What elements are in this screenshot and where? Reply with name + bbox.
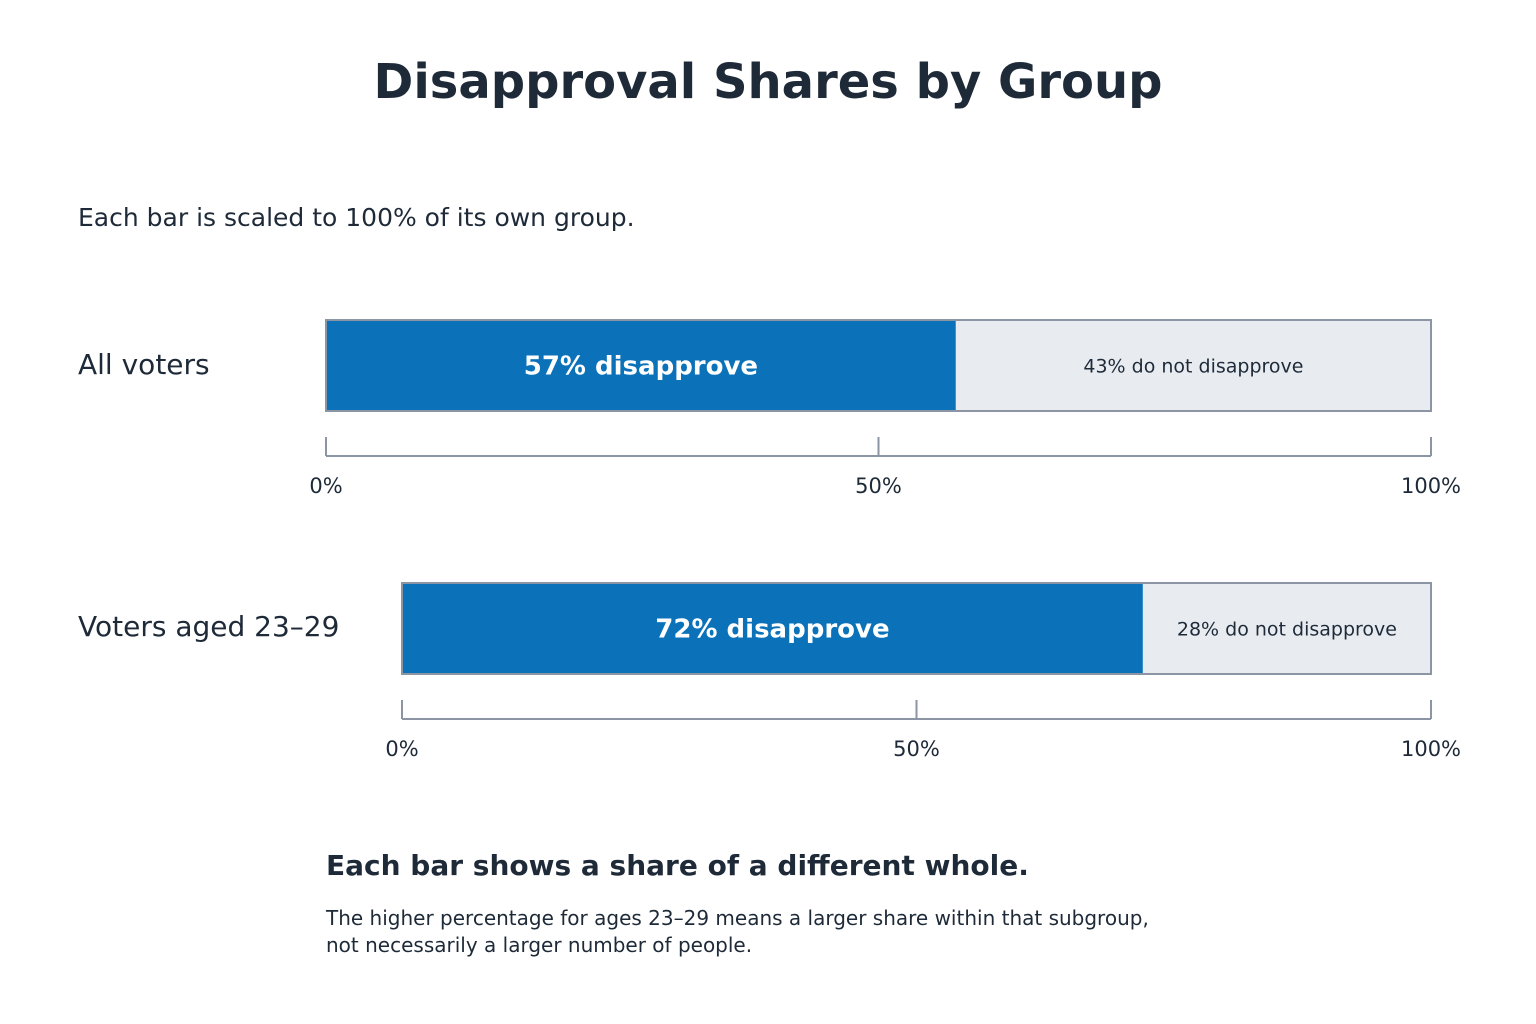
tick-label: 50% [855, 474, 902, 498]
data-label: 43% do not disapprove [1083, 356, 1303, 378]
bar-segment-rest [1142, 583, 1431, 674]
bar-segment-disapprove [326, 320, 956, 411]
note-line: The higher percentage for ages 23–29 mea… [325, 906, 1149, 930]
note-line: not necessarily a larger number of peopl… [326, 933, 752, 957]
tick-label: 50% [893, 737, 940, 761]
chart-title: Disapproval Shares by Group [373, 54, 1162, 110]
note-title: Each bar shows a share of a different wh… [326, 849, 1029, 882]
chart-subtitle: Each bar is scaled to 100% of its own gr… [78, 203, 635, 232]
bar-rows: All voters 57% disapprove 43% do not disap… [78, 319, 1461, 761]
data-label: 28% do not disapprove [1177, 619, 1397, 641]
bar-outline [325, 319, 1432, 412]
tick-label: 0% [385, 737, 418, 761]
group-label: Voters aged 23–29 [78, 610, 339, 643]
note: Each bar shows a share of a different wh… [325, 849, 1149, 957]
bar-segment-disapprove [402, 583, 1143, 674]
group-label: All voters [78, 348, 210, 381]
tick-label: 100% [1401, 474, 1461, 498]
tick-label: 0% [309, 474, 342, 498]
bar-segment-rest [955, 320, 1431, 411]
data-label: 57% disapprove [524, 352, 758, 382]
data-label: 72% disapprove [655, 615, 889, 645]
tick-label: 100% [1401, 737, 1461, 761]
bar-outline [401, 582, 1432, 675]
